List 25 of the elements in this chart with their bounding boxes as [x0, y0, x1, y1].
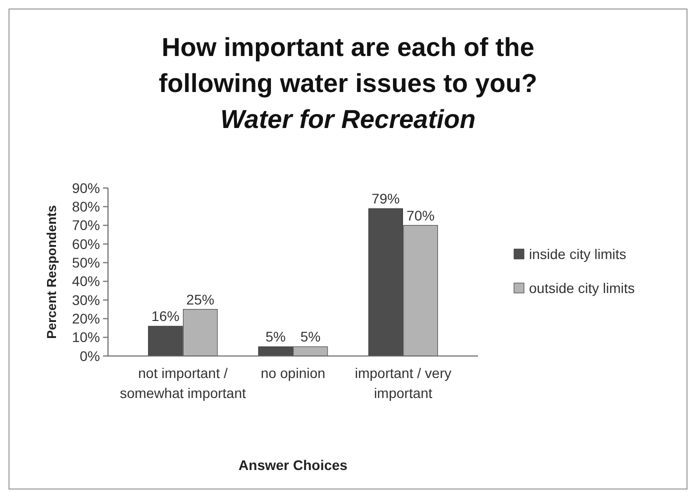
y-tick-label: 60% [72, 236, 100, 252]
text: 25% [186, 291, 214, 308]
y-axis-title: Percent Respondents [44, 205, 59, 339]
x-tick-label: important / very important [354, 365, 452, 401]
y-tick-label: 80% [72, 198, 100, 215]
text: 5% [300, 328, 321, 345]
x-axis-title: Answer Choices [238, 457, 348, 473]
x-tick-label: not important / somewhat important [120, 365, 246, 401]
x-tick-label: no opinion [260, 365, 326, 381]
y-tick-label: 70% [72, 217, 100, 234]
y-tick-label: 0% [80, 348, 100, 364]
text: 16% [151, 308, 180, 324]
chart-subtitle: Water for Recreation [220, 104, 476, 134]
legend-label: inside city limits [529, 246, 626, 262]
text: 5% [265, 328, 286, 345]
y-tick-label: 50% [72, 254, 100, 271]
legend-label: outside city limits [529, 280, 635, 296]
text: 70% [406, 207, 435, 224]
y-tick-label: 40% [72, 273, 100, 290]
chart-title: How important are each of the following water issues to you? [158, 32, 538, 98]
text: 79% [372, 190, 400, 207]
y-tick-label: 20% [72, 310, 100, 327]
y-tick-label: 30% [72, 292, 100, 308]
y-tick-label: 10% [72, 329, 100, 346]
y-tick-label: 90% [72, 180, 100, 196]
